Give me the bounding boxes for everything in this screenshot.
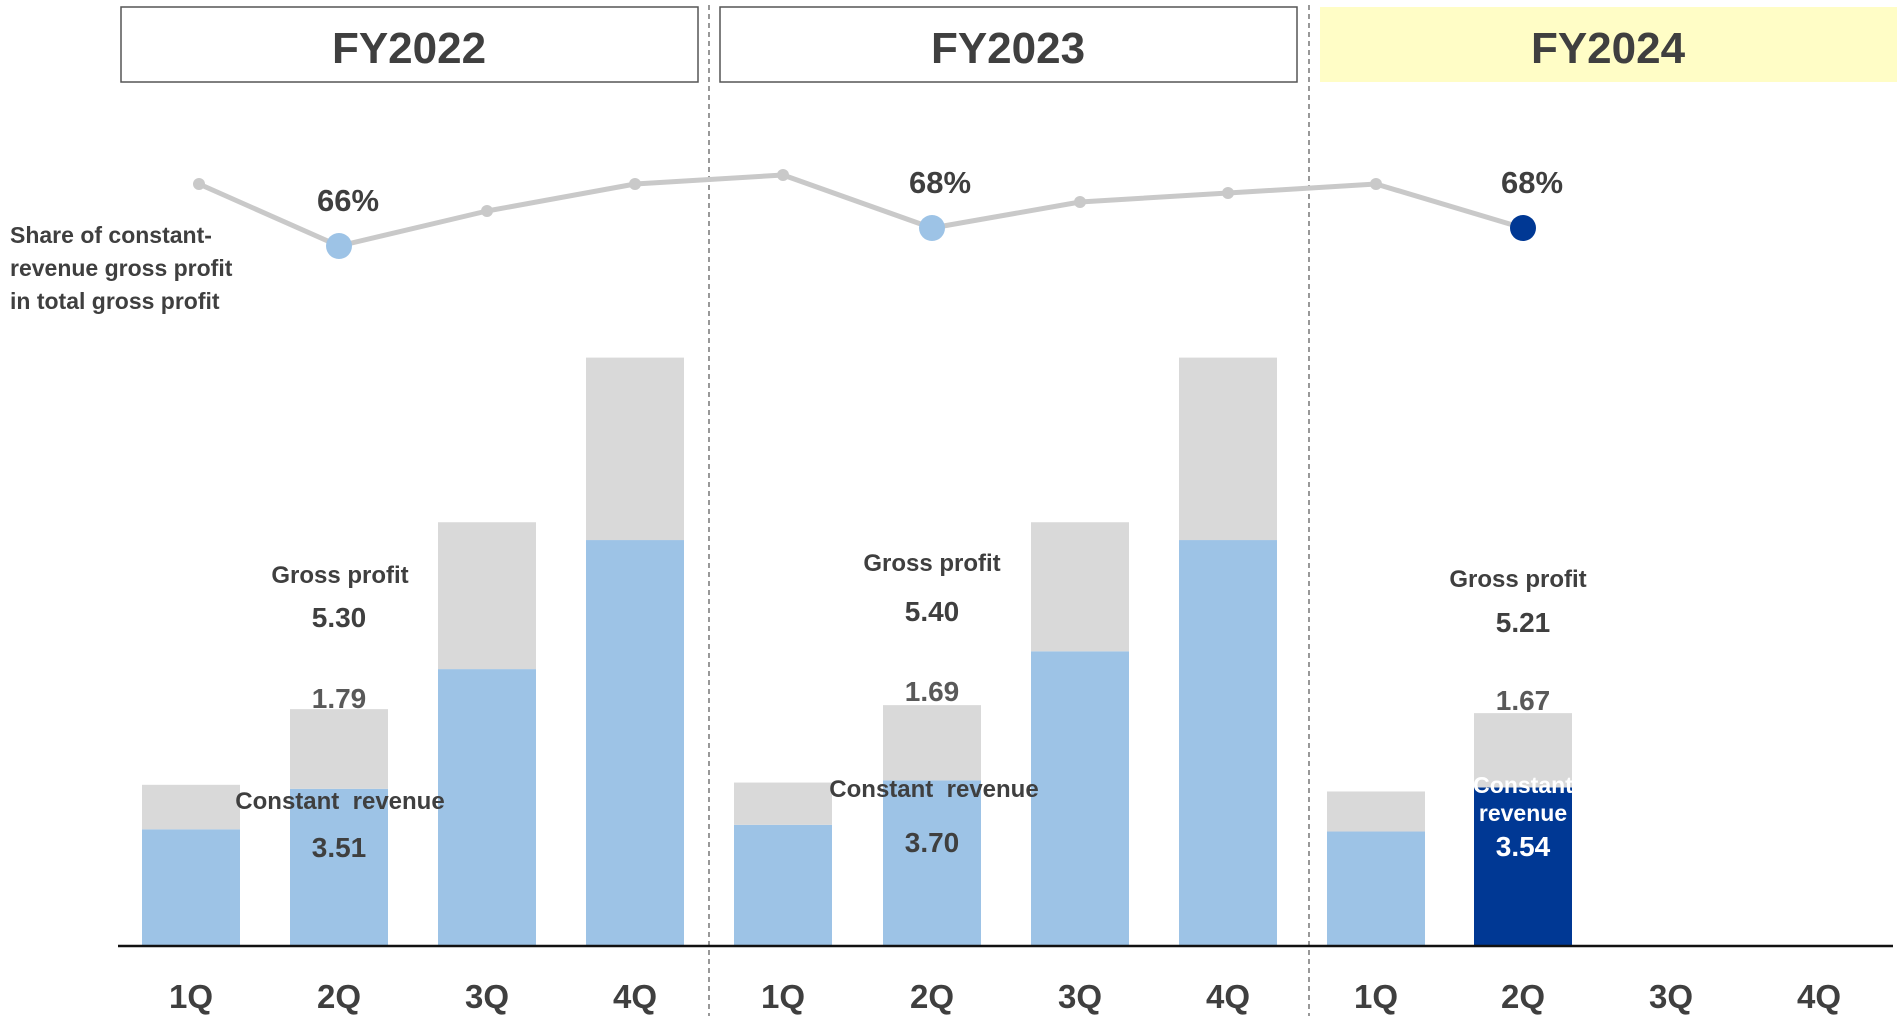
fy2022-header-box [120, 6, 699, 83]
bar-gross-profit-other [290, 709, 388, 789]
fy2024-constant-revenue-value: 3.54 [1496, 831, 1551, 862]
fy2024-gross-profit-label: Gross profit [1449, 566, 1586, 593]
fy2024-revenue-label: revenue [1479, 800, 1567, 826]
share-line-label-part: in total gross profit [10, 288, 220, 314]
bar-gross-profit-other [1327, 791, 1425, 832]
bar-constant-revenue [1031, 651, 1129, 945]
fy2024-share-label: 68% [1501, 165, 1563, 200]
bar-gross-profit-other [1474, 713, 1572, 788]
x-tick-label: 4Q [613, 978, 657, 1015]
x-axis-ticks: 1Q 2Q 3Q 4Q 1Q 2Q 3Q 4Q 1Q 2Q 3Q 4Q [169, 978, 1841, 1015]
fy2022-constant-revenue-label: Constant revenue [235, 788, 444, 815]
share-line-point [1074, 196, 1086, 208]
x-tick-label: 1Q [1354, 978, 1398, 1015]
bar-gross-profit-other [1031, 522, 1129, 652]
fy2022-share-label: 66% [317, 183, 379, 218]
fy2023-gp-segment-value: 1.69 [905, 676, 960, 707]
x-tick-label: 3Q [1058, 978, 1102, 1015]
bar-constant-revenue [586, 540, 684, 945]
fy2024-gp-segment-value: 1.67 [1496, 685, 1551, 716]
bars-layer [142, 357, 1572, 945]
bar-constant-revenue [290, 788, 388, 945]
bar-gross-profit-other [438, 522, 536, 670]
share-line-label-part: revenue gross profit [10, 255, 233, 281]
bar-constant-revenue [1327, 831, 1425, 945]
fy2024-header-box [1320, 7, 1897, 82]
bar-gross-profit-other [734, 782, 832, 825]
x-tick-label: 2Q [910, 978, 954, 1015]
x-tick-label: 2Q [317, 978, 361, 1015]
fy2022-gross-profit-label: Gross profit [271, 562, 408, 589]
share-line-point [629, 178, 641, 190]
x-tick-label: 4Q [1797, 978, 1841, 1015]
fy2024-constant-label: Constant [1473, 772, 1573, 798]
fiscal-year-headers: FY2022 FY2023 FY2024 [120, 6, 1897, 83]
x-tick-label: 4Q [1206, 978, 1250, 1015]
fy2023-gross-profit-value: 5.40 [905, 596, 960, 627]
fy2024-gross-profit-value: 5.21 [1496, 607, 1551, 638]
bar-constant-revenue [1474, 787, 1572, 945]
share-line-label-part: Share of constant- [10, 222, 212, 248]
fy2022-constant-revenue-value: 3.51 [312, 832, 367, 863]
x-tick-label: 1Q [761, 978, 805, 1015]
bar-gross-profit-other [883, 705, 981, 781]
fy2023-header-label: FY2023 [931, 24, 1085, 73]
fy2022-gross-profit-value: 5.30 [312, 602, 367, 633]
share-line-point [481, 205, 493, 217]
bar-constant-revenue [438, 669, 536, 945]
share-line-point [193, 178, 205, 190]
fy2023-share-label: 68% [909, 165, 971, 200]
fy2023-constant-revenue-label: Constant revenue [829, 776, 1038, 803]
x-tick-label: 3Q [465, 978, 509, 1015]
bar-gross-profit-other [586, 357, 684, 541]
x-tick-label: 3Q [1649, 978, 1693, 1015]
share-line-point [777, 169, 789, 181]
share-line-point [919, 215, 945, 241]
bar-constant-revenue [142, 829, 240, 945]
bar-constant-revenue [883, 780, 981, 945]
share-line-point [326, 233, 352, 259]
fy2022-header-label: FY2022 [332, 24, 486, 73]
share-line [197, 172, 1524, 249]
bar-gross-profit-other [142, 784, 240, 830]
share-line-layer [193, 169, 1536, 259]
fy2023-gross-profit-label: Gross profit [863, 550, 1000, 577]
share-line-point [1222, 187, 1234, 199]
bar-gross-profit-other [1179, 357, 1277, 541]
x-tick-label: 1Q [169, 978, 213, 1015]
fy2023-header-box [719, 6, 1298, 83]
fy2022-gp-segment-value: 1.79 [312, 683, 367, 714]
bar-constant-revenue [734, 824, 832, 945]
share-line-point [1510, 215, 1536, 241]
fy2023-constant-revenue-value: 3.70 [905, 827, 960, 858]
share-line-label: Share of constant- revenue gross profit … [10, 222, 239, 314]
bar-constant-revenue [1179, 540, 1277, 945]
share-line-point [1370, 178, 1382, 190]
fy2024-header-label: FY2024 [1531, 24, 1686, 73]
x-tick-label: 2Q [1501, 978, 1545, 1015]
